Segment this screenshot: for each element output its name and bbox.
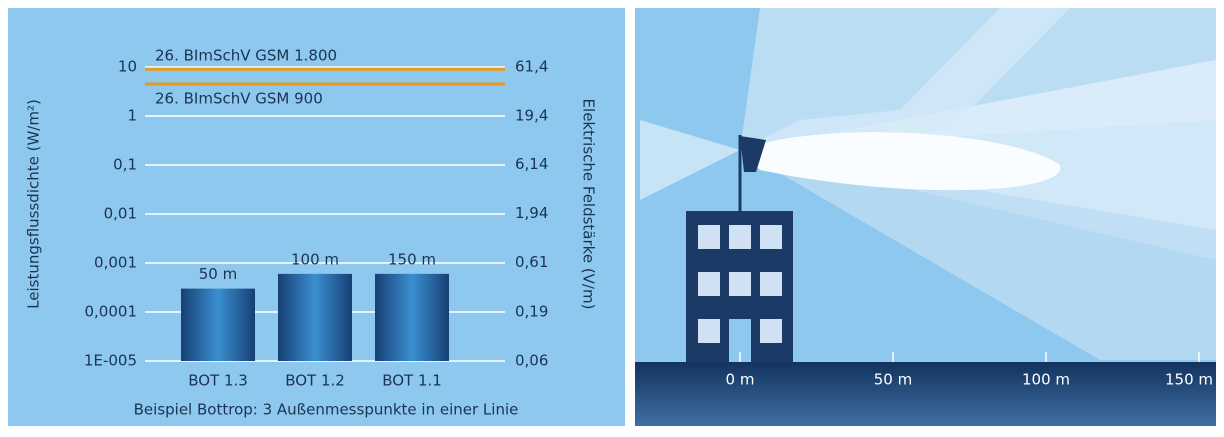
distance-label: 100 m [1022,371,1070,389]
y-tick-label: 0,001 [94,254,137,272]
x-tick-label: BOT 1.2 [285,372,345,390]
ground [635,362,1216,426]
distance-label: 150 m [1165,371,1213,389]
x-tick-label: BOT 1.3 [188,372,248,390]
reference-label: 26. BImSchV GSM 900 [155,89,323,107]
x-tick-label: BOT 1.1 [382,372,442,390]
y-tick-label: 0,0001 [85,303,138,321]
y-tick-label: 0,1 [113,156,137,174]
distance-label: 50 m [874,371,912,389]
bar-label: 50 m [199,265,237,283]
caption: Beispiel Bottrop: 3 Außenmesspunkte in e… [134,401,519,419]
illustration [635,8,1216,426]
y2-tick-label: 61,4 [515,58,548,76]
main-beam [740,132,1061,191]
bar-label: 100 m [291,250,339,268]
y-tick-label: 10 [118,58,137,76]
y2-tick-label: 1,94 [515,204,548,222]
bar [375,273,449,361]
y-tick-label: 1E-005 [84,352,137,370]
reference-label: 26. BImSchV GSM 1.800 [155,47,337,65]
beam [740,150,1216,360]
bar [181,288,255,361]
bar [278,273,352,361]
y2-tick-label: 0,61 [515,253,548,271]
beam [740,8,1070,150]
antenna [740,136,766,172]
windows [698,225,782,363]
y2-tick-label: 19,4 [515,106,548,124]
bar-label: 150 m [388,250,436,268]
y-tick-label: 0,01 [104,205,137,223]
y2-tick-label: 6,14 [515,155,548,173]
beam [640,120,740,200]
y2-tick-label: 0,19 [515,303,548,321]
y2-tick-label: 0,06 [515,352,548,370]
distance-label: 0 m [726,371,755,389]
y2-axis-title: Elektrische Feldstärke (V/m) [580,99,598,310]
y-tick-label: 1 [127,107,137,125]
y-axis-title: Leistungsflussdichte (W/m²) [25,99,43,309]
